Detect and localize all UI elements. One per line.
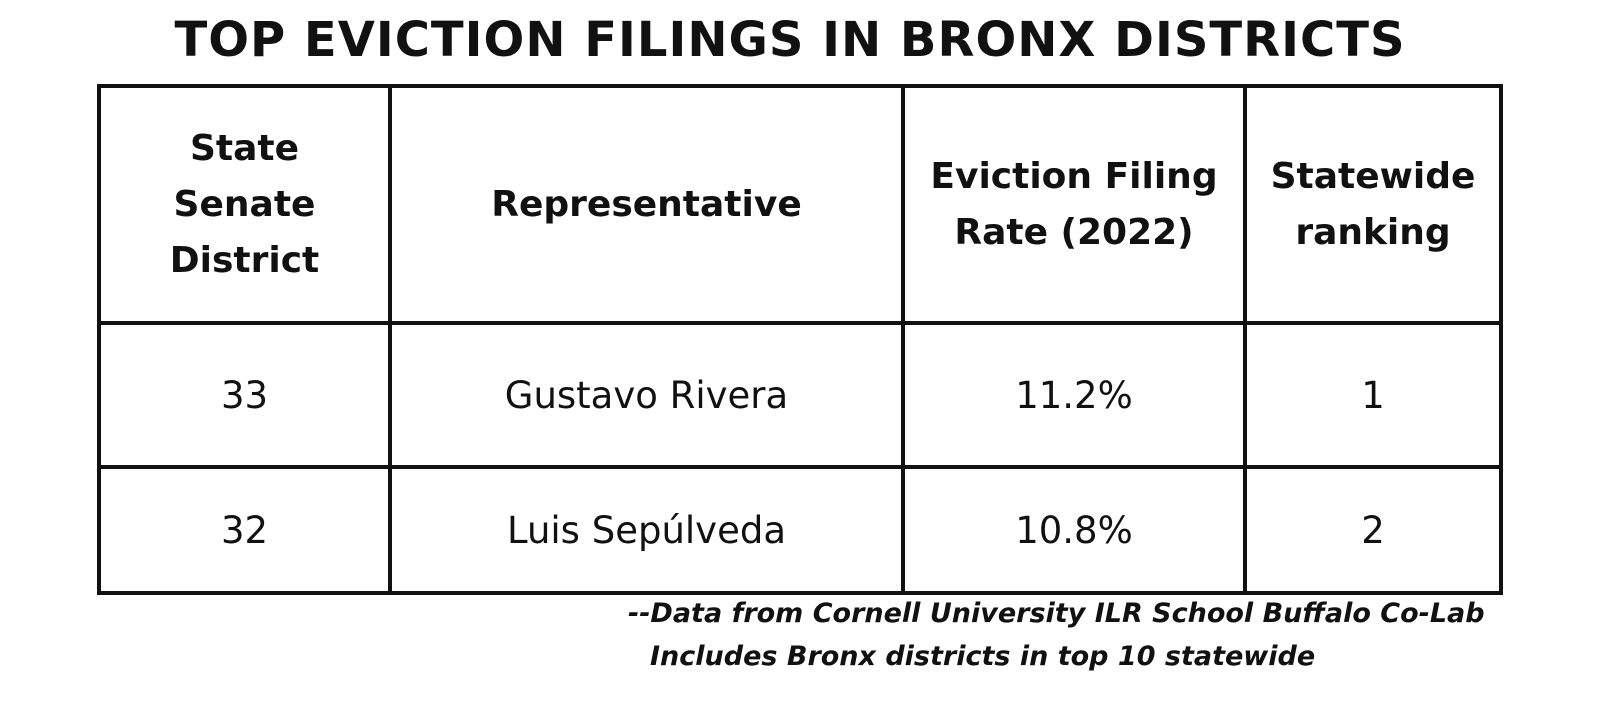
cell: 2 (1243, 465, 1503, 595)
table-row: 33 Gustavo Rivera 11.2% 1 (97, 321, 1503, 469)
footnote: --Data from Cornell University ILR Schoo… (628, 598, 1485, 629)
footnote: Includes Bronx districts in top 10 state… (650, 641, 1316, 672)
header-cell: Eviction Filing Rate (2022) (901, 84, 1247, 325)
table-row: 32 Luis Sepúlveda 10.8% 2 (97, 465, 1503, 595)
table: State Senate District Representative Evi… (97, 84, 1503, 595)
cell: 10.8% (901, 465, 1247, 595)
cell: 1 (1243, 321, 1503, 469)
header-row: State Senate District Representative Evi… (97, 84, 1503, 325)
header-text: State Senate District (169, 127, 320, 281)
cell: 11.2% (901, 321, 1247, 469)
header-text: Eviction Filing Rate (2022) (930, 155, 1218, 253)
cell: Gustavo Rivera (388, 321, 905, 469)
header-cell: Statewide ranking (1243, 84, 1503, 325)
title: TOP EVICTION FILINGS IN BRONX DISTRICTS (174, 12, 1406, 68)
header-cell: Representative (388, 84, 905, 325)
header-text: Statewide ranking (1270, 155, 1476, 253)
cell: 32 (97, 465, 392, 595)
cell: 33 (97, 321, 392, 469)
cell: Luis Sepúlveda (388, 465, 905, 595)
header-text: Representative (491, 183, 802, 225)
header-cell: State Senate District (97, 84, 392, 325)
